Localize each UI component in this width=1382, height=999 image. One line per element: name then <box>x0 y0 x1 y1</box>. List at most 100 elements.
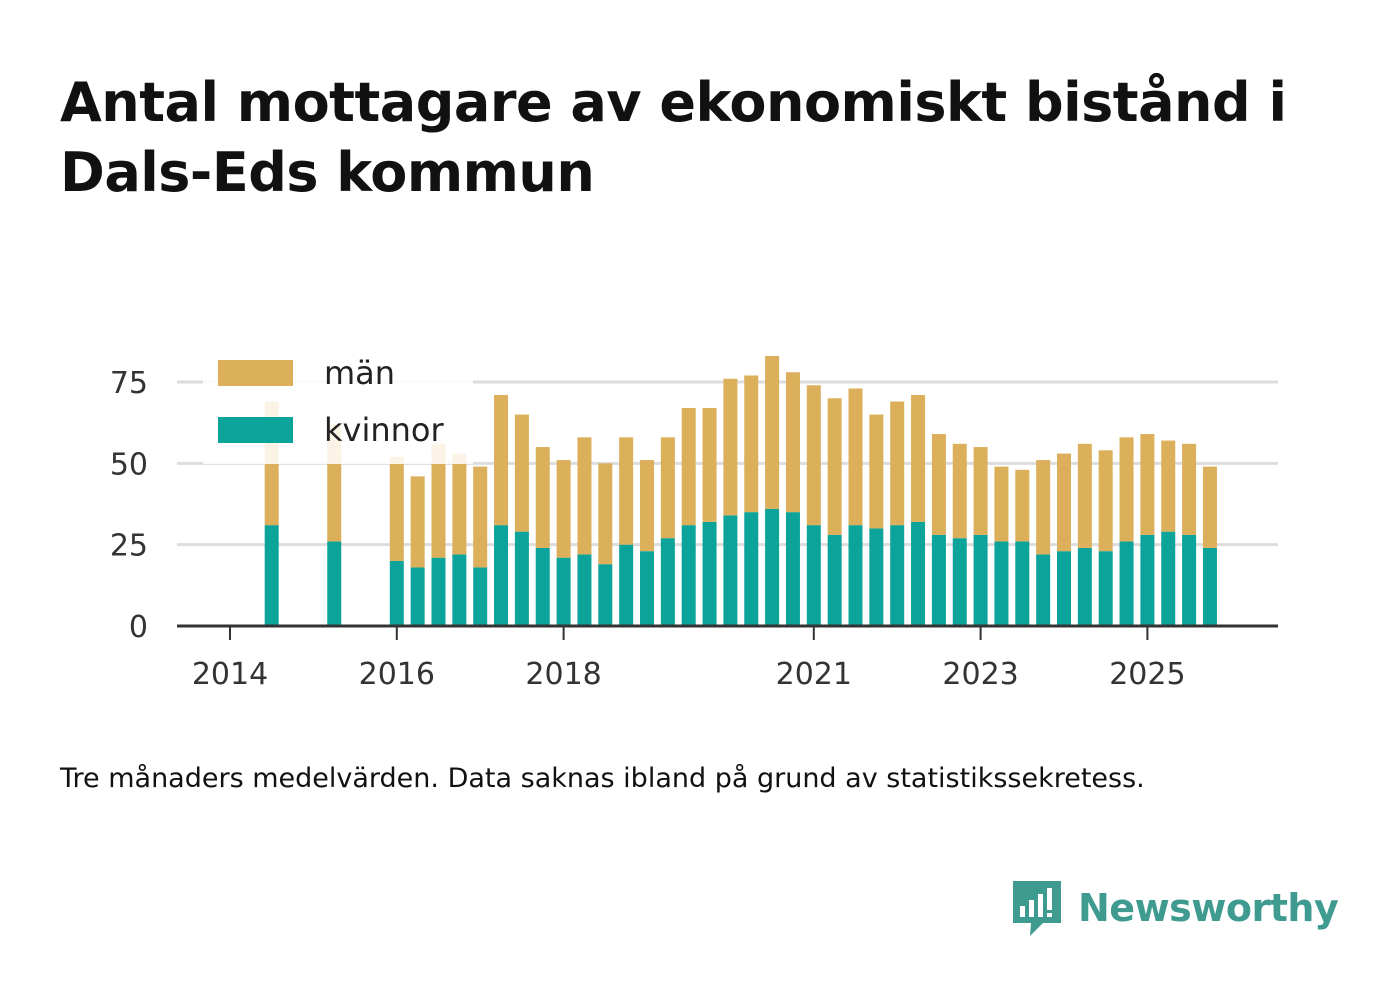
bar-kvinnor <box>744 512 759 626</box>
bar-kvinnor <box>1077 547 1092 626</box>
legend-label: män <box>324 354 395 392</box>
bar-kvinnor <box>702 521 717 626</box>
bar-man <box>1057 453 1071 552</box>
bars <box>264 355 1217 626</box>
bar-man <box>640 460 654 552</box>
bar-man <box>452 453 467 555</box>
bar-kvinnor <box>1119 541 1134 626</box>
bar-kvinnor <box>806 525 821 626</box>
x-tick-label: 2021 <box>776 657 852 692</box>
bar-kvinnor <box>514 531 529 626</box>
bar-kvinnor <box>494 525 509 626</box>
bar-kvinnor <box>869 528 884 626</box>
bar-kvinnor <box>640 551 654 626</box>
legend-label: kvinnor <box>324 411 445 449</box>
bar-man <box>890 401 905 526</box>
newsworthy-logo-icon <box>1013 881 1061 936</box>
bar-man <box>598 463 613 565</box>
bar-man <box>869 414 884 529</box>
y-tick-label: 50 <box>110 447 148 482</box>
brand-name: Newsworthy <box>1078 886 1339 930</box>
bar-man <box>702 408 717 522</box>
bar-kvinnor <box>1140 534 1155 626</box>
bar-man <box>577 437 592 555</box>
bar-kvinnor <box>556 557 571 626</box>
bar-man <box>1202 466 1217 548</box>
chart-title: Antal mottagare av ekonomiskt bistånd i … <box>60 71 1287 204</box>
bar-kvinnor <box>994 541 1009 626</box>
bar-man <box>1036 460 1051 555</box>
bar-kvinnor <box>410 567 425 626</box>
bar-man <box>827 398 842 535</box>
bar-kvinnor <box>952 538 967 626</box>
bar-kvinnor <box>1161 531 1176 626</box>
bar-man <box>514 414 529 532</box>
x-tick-label: 2018 <box>525 657 601 692</box>
bar-kvinnor <box>660 538 675 626</box>
x-tick-label: 2023 <box>942 657 1018 692</box>
bar-man <box>1077 443 1092 548</box>
bar-man <box>785 372 800 513</box>
bar-man <box>723 378 738 516</box>
footnote: Tre månaders medelvärden. Data saknas ib… <box>60 763 1145 794</box>
bar-kvinnor <box>452 554 467 626</box>
bar-kvinnor <box>1015 541 1030 626</box>
bar-kvinnor <box>931 534 946 626</box>
x-tick-label: 2016 <box>359 657 435 692</box>
bar-man <box>619 437 634 545</box>
bar-kvinnor <box>264 525 279 626</box>
bar-man <box>1182 443 1197 535</box>
bar-man <box>1140 434 1155 535</box>
bar-man <box>931 434 946 535</box>
bar-man <box>994 466 1009 542</box>
bar-man <box>952 443 967 539</box>
bar-man <box>1119 437 1134 542</box>
bar-kvinnor <box>785 512 800 626</box>
bar-kvinnor <box>535 547 550 626</box>
bar-man <box>1161 440 1176 532</box>
bar-kvinnor <box>681 525 696 626</box>
bar-kvinnor <box>577 554 592 626</box>
bar-kvinnor <box>1036 554 1051 626</box>
legend-swatch-kvinnor <box>218 417 293 443</box>
x-tick-label: 2025 <box>1109 657 1185 692</box>
bar-man <box>806 385 821 526</box>
bar-man <box>681 408 696 526</box>
bar-man <box>911 395 926 522</box>
y-tick-label: 0 <box>129 610 148 645</box>
bar-man <box>410 476 425 568</box>
x-tick-label: 2014 <box>192 657 268 692</box>
axes: 0 25 50 75 2014 2016 2018 2021 2023 2025 <box>110 366 1278 692</box>
bar-man <box>1098 450 1113 552</box>
bar-kvinnor <box>1098 551 1113 626</box>
bar-man <box>535 447 550 548</box>
bar-kvinnor <box>327 541 342 626</box>
bar-kvinnor <box>973 534 988 626</box>
bar-man <box>1015 469 1030 542</box>
bar-kvinnor <box>723 515 738 626</box>
bar-man <box>556 460 571 558</box>
bar-kvinnor <box>598 564 613 626</box>
bar-man <box>494 395 509 526</box>
bar-kvinnor <box>619 544 634 626</box>
y-tick-label: 25 <box>110 529 148 564</box>
bar-man <box>848 388 863 526</box>
bar-man <box>973 447 988 535</box>
bar-man <box>660 437 675 539</box>
bar-kvinnor <box>431 557 446 626</box>
bar-kvinnor <box>827 534 842 626</box>
brand-logo[interactable]: Newsworthy <box>1010 878 1339 938</box>
bar-kvinnor <box>473 567 488 626</box>
bar-man <box>431 443 446 558</box>
bar-man <box>473 466 488 568</box>
bar-man <box>389 456 404 561</box>
legend-swatch-man <box>218 360 293 386</box>
bar-kvinnor <box>1202 547 1217 626</box>
bar-kvinnor <box>848 525 863 626</box>
bar-man <box>765 355 780 509</box>
bar-kvinnor <box>765 508 780 626</box>
bar-man <box>744 375 759 513</box>
bar-kvinnor <box>1182 534 1197 626</box>
y-tick-label: 75 <box>110 366 148 401</box>
legend: män kvinnor <box>203 350 473 464</box>
